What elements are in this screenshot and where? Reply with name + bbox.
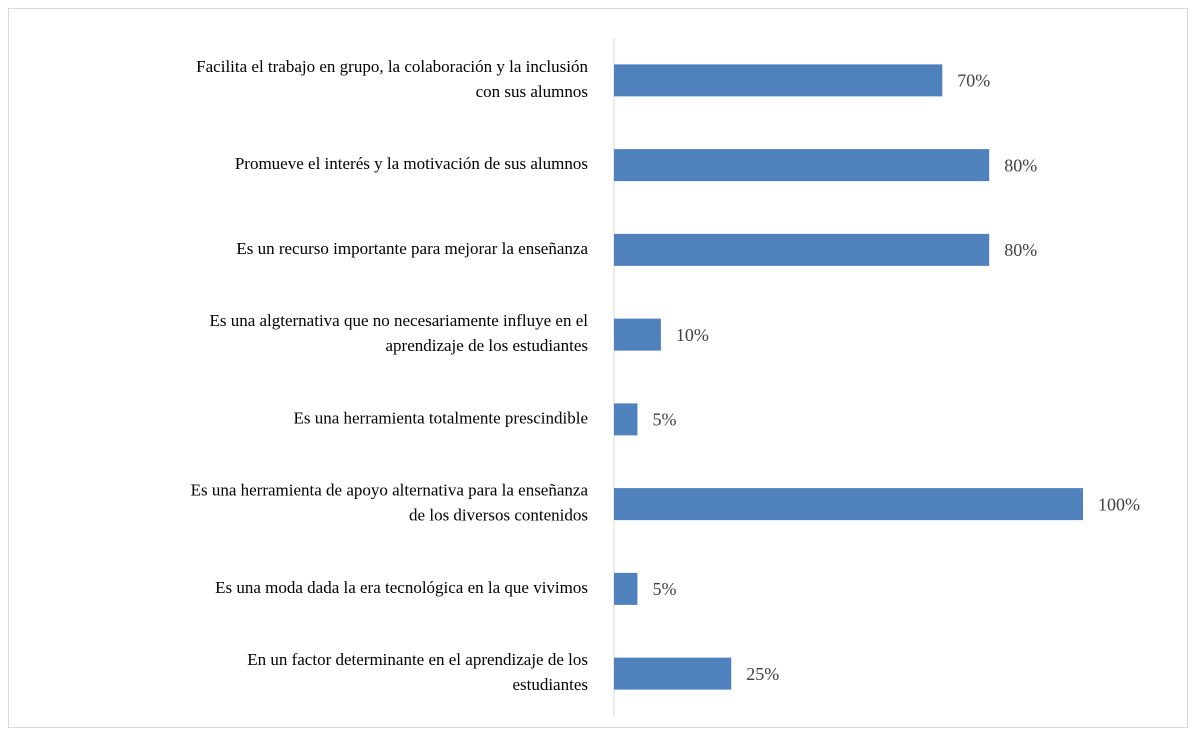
category-label: Es una algternativa que no necesariament… (209, 311, 588, 355)
value-label: 25% (746, 664, 779, 684)
value-label: 80% (1004, 240, 1037, 260)
bar (614, 149, 990, 182)
category-label: Es un recurso importante para mejorar la… (236, 239, 588, 258)
value-label: 100% (1098, 494, 1140, 514)
bar (614, 64, 943, 97)
category-label: Es una moda dada la era tecnológica en l… (215, 578, 588, 597)
bar (614, 233, 990, 266)
bar (614, 572, 638, 605)
value-label: 80% (1004, 155, 1037, 175)
category-label: Facilita el trabajo en grupo, la colabor… (196, 57, 588, 101)
value-label: 10% (676, 325, 709, 345)
value-label: 70% (957, 71, 990, 91)
value-label: 5% (652, 410, 676, 430)
category-label: Es una herramienta de apoyo alternativa … (191, 481, 589, 525)
category-label: Es una herramienta totalmente prescindib… (293, 408, 588, 427)
bar (614, 657, 732, 690)
bar (614, 488, 1083, 521)
bar (614, 403, 638, 436)
category-label: En un factor determinante en el aprendiz… (247, 650, 588, 694)
category-label: Promueve el interés y la motivación de s… (235, 154, 588, 173)
value-label: 5% (652, 579, 676, 599)
chart-border (8, 8, 1188, 728)
bar (614, 318, 661, 351)
